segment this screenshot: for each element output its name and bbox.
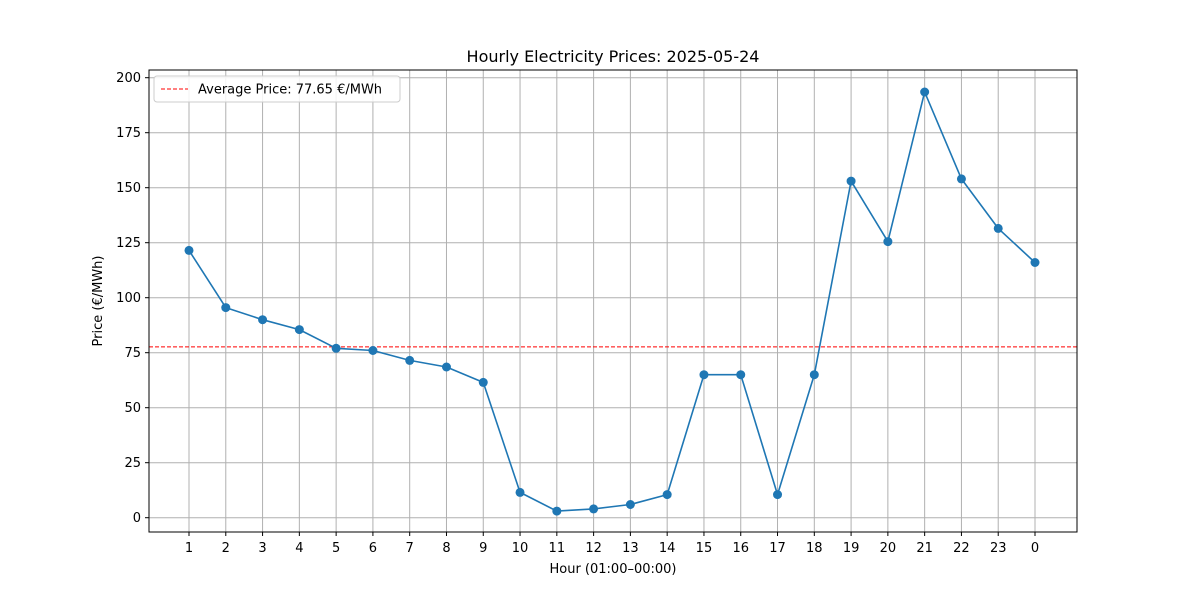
data-point	[736, 370, 746, 380]
x-tick-label: 3	[258, 541, 266, 556]
legend-box	[153, 75, 401, 103]
x-tick-label: 8	[442, 541, 450, 556]
y-axis-ticks: 0 25 50 75 100 125 150 175 200	[116, 71, 149, 526]
y-tick-label: 25	[124, 456, 141, 471]
x-axis-ticks: 1 2 3 4 5 6 7 8 9 10 11 12 13 14 15 16 17 18 19 20 21 22 23 0	[185, 532, 1039, 556]
x-tick-label: 19	[843, 541, 860, 556]
x-tick-label: 10	[512, 541, 529, 556]
x-tick-label: 20	[880, 541, 897, 556]
data-point	[515, 487, 525, 497]
y-tick-label: 75	[124, 346, 141, 361]
data-point	[625, 500, 635, 509]
data-point	[184, 245, 194, 255]
y-tick-label: 0	[133, 511, 141, 526]
data-point	[294, 325, 304, 335]
series-line	[188, 91, 1036, 512]
x-tick-label: 2	[222, 541, 230, 556]
data-point	[331, 343, 341, 353]
legend: Average Price: 77.65 €/MWh	[153, 75, 401, 103]
data-point	[1030, 258, 1040, 267]
x-tick-label: 1	[185, 541, 193, 556]
x-tick-label: 7	[406, 541, 414, 556]
data-point	[368, 346, 378, 355]
x-tick-label: 4	[295, 541, 303, 556]
y-axis-label: Price (€/MWh)	[91, 256, 106, 347]
data-point	[920, 87, 930, 97]
y-tick-label: 175	[116, 126, 141, 141]
x-tick-label: 5	[332, 541, 340, 556]
chart-title: Hourly Electricity Prices: 2025-05-24	[467, 47, 760, 66]
x-tick-label: 13	[622, 541, 639, 556]
data-point	[552, 506, 562, 516]
data-point	[699, 370, 709, 380]
y-tick-label: 150	[116, 181, 141, 196]
x-tick-label: 17	[769, 541, 786, 556]
y-tick-label: 50	[124, 401, 141, 416]
x-tick-label: 11	[549, 541, 566, 556]
data-point	[405, 355, 415, 365]
data-point	[809, 370, 819, 380]
x-tick-label: 21	[916, 541, 933, 556]
data-point	[258, 315, 268, 325]
data-point	[956, 174, 966, 184]
data-point	[662, 490, 672, 500]
data-point	[846, 176, 856, 186]
x-tick-label: 16	[732, 541, 749, 556]
y-tick-label: 200	[116, 71, 141, 86]
x-tick-label: 18	[806, 541, 823, 556]
x-tick-label: 15	[696, 541, 713, 556]
x-tick-label: 9	[479, 541, 487, 556]
x-tick-label: 22	[953, 541, 970, 556]
x-tick-label: 6	[369, 541, 377, 556]
data-point	[773, 490, 783, 500]
data-point	[441, 362, 451, 372]
grid	[149, 70, 1077, 532]
data-point	[478, 377, 488, 387]
x-tick-label: 23	[990, 541, 1007, 556]
x-tick-label: 12	[585, 541, 602, 556]
series-price	[184, 87, 1040, 516]
x-tick-label: 14	[659, 541, 676, 556]
data-point	[589, 504, 599, 514]
x-tick-label: 0	[1031, 541, 1039, 556]
data-point	[993, 223, 1003, 233]
y-tick-label: 125	[116, 236, 141, 251]
axes-frame	[148, 69, 1078, 533]
y-tick-label: 100	[116, 291, 141, 306]
data-point	[221, 303, 231, 313]
legend-label-average: Average Price: 77.65 €/MWh	[198, 83, 382, 98]
x-axis-label: Hour (01:00–00:00)	[549, 562, 676, 577]
data-point	[883, 237, 893, 247]
